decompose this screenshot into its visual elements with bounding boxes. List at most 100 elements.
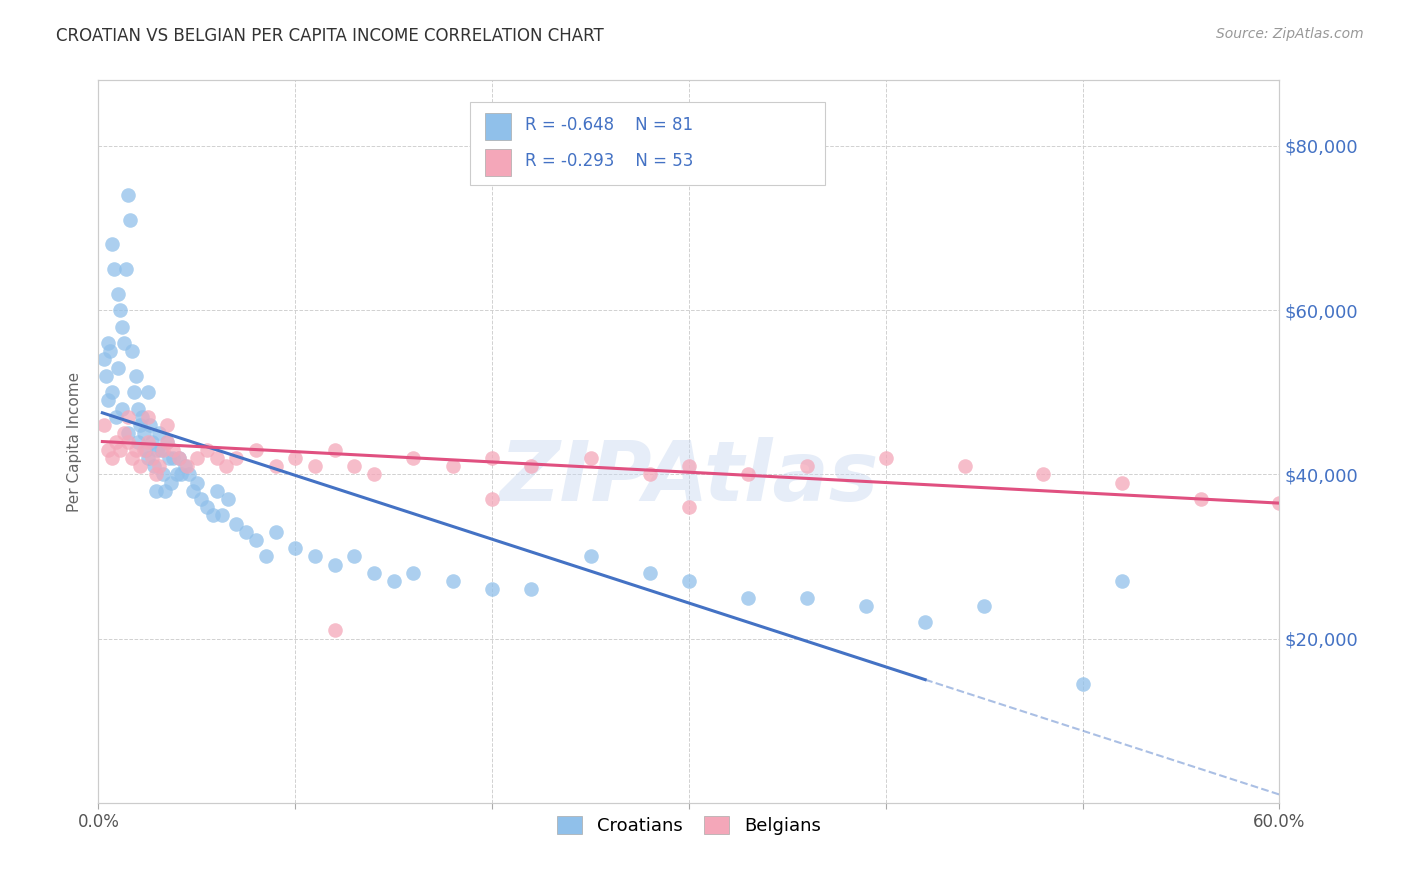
- Point: [796, 591, 818, 605]
- Point: [98, 344, 121, 359]
- Point: [118, 212, 141, 227]
- Point: [638, 566, 661, 580]
- Point: [142, 459, 165, 474]
- Point: [481, 450, 503, 465]
- Point: [136, 385, 159, 400]
- Point: [160, 475, 183, 490]
- Point: [162, 450, 184, 465]
- Point: [148, 426, 170, 441]
- FancyBboxPatch shape: [485, 112, 510, 140]
- Point: [875, 450, 897, 465]
- Point: [138, 418, 160, 433]
- Point: [121, 450, 143, 465]
- Point: [284, 541, 307, 556]
- Point: [195, 442, 218, 457]
- Point: [201, 508, 224, 523]
- Point: [579, 549, 602, 564]
- Point: [105, 409, 128, 424]
- Point: [97, 393, 120, 408]
- Point: [122, 385, 145, 400]
- Point: [125, 368, 148, 383]
- Point: [141, 434, 163, 449]
- Point: [855, 599, 877, 613]
- Point: [973, 599, 995, 613]
- Point: [176, 459, 198, 474]
- Point: [205, 483, 228, 498]
- Point: [111, 319, 134, 334]
- Point: [145, 483, 167, 498]
- Point: [264, 524, 287, 539]
- Text: Source: ZipAtlas.com: Source: ZipAtlas.com: [1216, 27, 1364, 41]
- Point: [215, 459, 238, 474]
- Point: [343, 459, 366, 474]
- Point: [107, 286, 129, 301]
- FancyBboxPatch shape: [485, 149, 510, 177]
- Text: CROATIAN VS BELGIAN PER CAPITA INCOME CORRELATION CHART: CROATIAN VS BELGIAN PER CAPITA INCOME CO…: [56, 27, 605, 45]
- Point: [112, 426, 135, 441]
- Point: [136, 409, 159, 424]
- Point: [146, 442, 169, 457]
- Point: [579, 450, 602, 465]
- Point: [211, 508, 233, 523]
- Point: [167, 450, 190, 465]
- Point: [170, 467, 193, 482]
- Point: [167, 450, 190, 465]
- Point: [304, 549, 326, 564]
- Point: [323, 624, 346, 638]
- Point: [117, 188, 139, 202]
- Point: [131, 409, 153, 424]
- Point: [678, 500, 700, 515]
- Point: [304, 459, 326, 474]
- Point: [150, 442, 173, 457]
- Point: [737, 591, 759, 605]
- Point: [156, 418, 179, 433]
- Point: [93, 418, 115, 433]
- Point: [217, 491, 239, 506]
- Point: [97, 336, 120, 351]
- Point: [132, 442, 155, 457]
- Legend: Croatians, Belgians: Croatians, Belgians: [548, 807, 830, 845]
- Point: [363, 566, 385, 580]
- Point: [135, 442, 157, 457]
- Point: [125, 442, 148, 457]
- Point: [186, 450, 208, 465]
- Point: [245, 533, 267, 547]
- Point: [205, 450, 228, 465]
- Point: [148, 459, 170, 474]
- Point: [441, 459, 464, 474]
- Point: [111, 401, 134, 416]
- Point: [145, 467, 167, 482]
- Point: [93, 352, 115, 367]
- Point: [177, 467, 200, 482]
- Point: [166, 467, 188, 482]
- Point: [117, 426, 139, 441]
- Point: [402, 450, 425, 465]
- Point: [128, 459, 150, 474]
- Point: [953, 459, 976, 474]
- Point: [1189, 491, 1212, 506]
- Point: [105, 434, 128, 449]
- Point: [132, 426, 155, 441]
- Point: [128, 418, 150, 433]
- Point: [136, 434, 159, 449]
- Point: [156, 434, 179, 449]
- Point: [481, 582, 503, 597]
- Point: [108, 442, 131, 457]
- Point: [108, 303, 131, 318]
- Point: [103, 262, 125, 277]
- Point: [520, 582, 543, 597]
- Point: [190, 491, 212, 506]
- Point: [225, 516, 247, 531]
- Point: [101, 385, 124, 400]
- Point: [162, 442, 184, 457]
- Point: [156, 434, 179, 449]
- Point: [678, 574, 700, 588]
- Point: [382, 574, 405, 588]
- Point: [115, 262, 138, 277]
- Point: [914, 615, 936, 630]
- Point: [520, 459, 543, 474]
- Point: [186, 475, 208, 490]
- Point: [174, 459, 197, 474]
- Point: [343, 549, 366, 564]
- Point: [1032, 467, 1054, 482]
